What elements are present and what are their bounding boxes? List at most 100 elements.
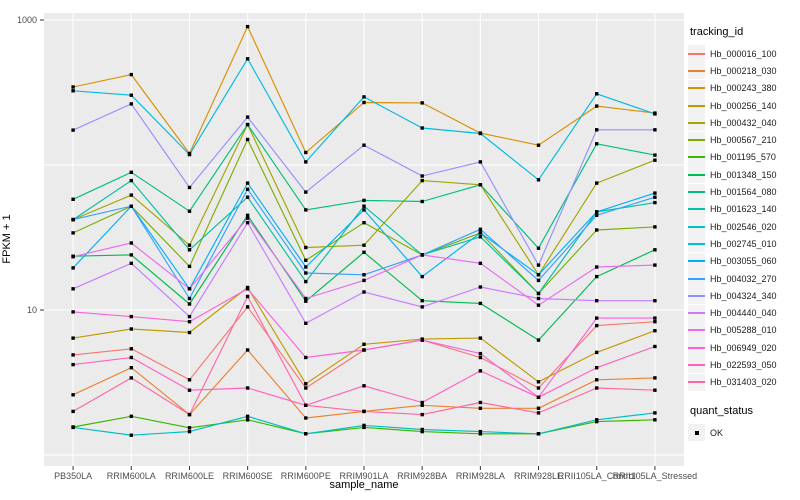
data-point (478, 231, 483, 235)
data-point (304, 160, 308, 164)
legend-key (688, 45, 705, 63)
data-point (304, 190, 308, 194)
x-tick-label: RRIM928BA (397, 471, 447, 481)
data-point (362, 342, 366, 346)
legend-item-label: Hb_000218_030 (710, 65, 777, 76)
data-point (187, 248, 192, 252)
data-point (420, 126, 424, 130)
data-point (362, 384, 366, 388)
legend-item-Hb_001348_150: Hb_001348_150 (688, 166, 800, 184)
legend-key-line (688, 225, 705, 228)
legend-key (688, 252, 705, 270)
data-point (245, 414, 250, 418)
data-point (653, 320, 657, 324)
data-point (187, 243, 192, 247)
data-point (653, 418, 657, 422)
legend-item-label: Hb_002745_010 (710, 238, 777, 249)
data-point (362, 204, 366, 208)
legend-item-label: Hb_000243_380 (710, 83, 777, 94)
data-point (595, 316, 599, 320)
legend-key-line (688, 121, 705, 124)
y-tick-label: 10 (27, 305, 37, 315)
legend-key (688, 373, 705, 391)
data-point (653, 153, 657, 157)
data-point (362, 208, 366, 212)
data-point (129, 253, 133, 257)
data-point (420, 305, 424, 309)
data-point (304, 208, 308, 212)
data-point (71, 89, 75, 93)
legend-item-Hb_031403_020: Hb_031403_020 (688, 373, 800, 391)
data-point (304, 296, 308, 301)
data-point (187, 378, 192, 382)
data-point (653, 344, 657, 349)
data-point (595, 213, 599, 217)
black-square-point-icon (694, 430, 699, 435)
data-point (362, 143, 366, 147)
data-point (478, 160, 483, 164)
data-point (187, 264, 192, 269)
data-point (595, 181, 599, 185)
data-point (71, 336, 75, 340)
data-point (304, 355, 308, 360)
data-point (536, 296, 541, 301)
data-point (304, 416, 308, 420)
data-point (71, 393, 75, 397)
data-point (595, 210, 599, 214)
data-point (536, 395, 541, 399)
data-point (187, 426, 192, 430)
data-point (245, 213, 250, 217)
data-point (245, 57, 250, 61)
data-point (245, 386, 250, 390)
legend-item-Hb_003055_060: Hb_003055_060 (688, 252, 800, 270)
data-point (362, 95, 366, 99)
data-point (536, 303, 541, 307)
x-tick-label: RRIM600LE (165, 471, 214, 481)
data-point (71, 255, 75, 259)
data-point (245, 122, 250, 127)
data-point (478, 285, 483, 289)
data-point (536, 178, 541, 182)
data-point (420, 178, 424, 183)
data-point (536, 143, 541, 147)
data-point (653, 388, 657, 392)
data-point (129, 72, 133, 77)
data-point (362, 243, 366, 247)
data-point (187, 388, 192, 392)
data-point (187, 320, 192, 324)
legend-key (688, 62, 705, 80)
data-point (362, 348, 366, 352)
data-point (653, 376, 657, 380)
x-tick-label: RRIM928LA (456, 471, 505, 481)
data-point (245, 137, 250, 142)
legend-item-label: Hb_004324_340 (710, 290, 777, 301)
legend-key (688, 183, 705, 201)
data-point (420, 338, 424, 342)
legend-key-line (688, 173, 705, 176)
data-point (245, 24, 250, 29)
legend-key (688, 270, 705, 287)
legend-key-line (688, 346, 705, 349)
data-point (187, 412, 192, 417)
data-point (245, 195, 250, 199)
data-point (187, 314, 192, 319)
legend: tracking_id Hb_000016_100 Hb_000218_030 Hb… (688, 26, 800, 442)
data-point (304, 150, 308, 155)
data-point (245, 181, 250, 185)
data-point (304, 432, 308, 436)
data-point (536, 411, 541, 415)
quant-status-items: OK (688, 424, 800, 442)
data-point (71, 287, 75, 291)
data-point (129, 241, 133, 245)
legend-key-line (688, 139, 705, 142)
data-point (129, 102, 133, 106)
legend-item-label: Hb_001195_570 (710, 152, 776, 163)
legend-key-line (688, 69, 705, 72)
data-point (420, 429, 424, 434)
data-point (478, 336, 483, 340)
legend-key-line (688, 381, 705, 384)
legend-item-label: Hb_022593_050 (710, 359, 777, 370)
data-point (129, 170, 133, 174)
x-tick-label: RRIM901LA (339, 471, 388, 481)
data-point (595, 128, 599, 132)
